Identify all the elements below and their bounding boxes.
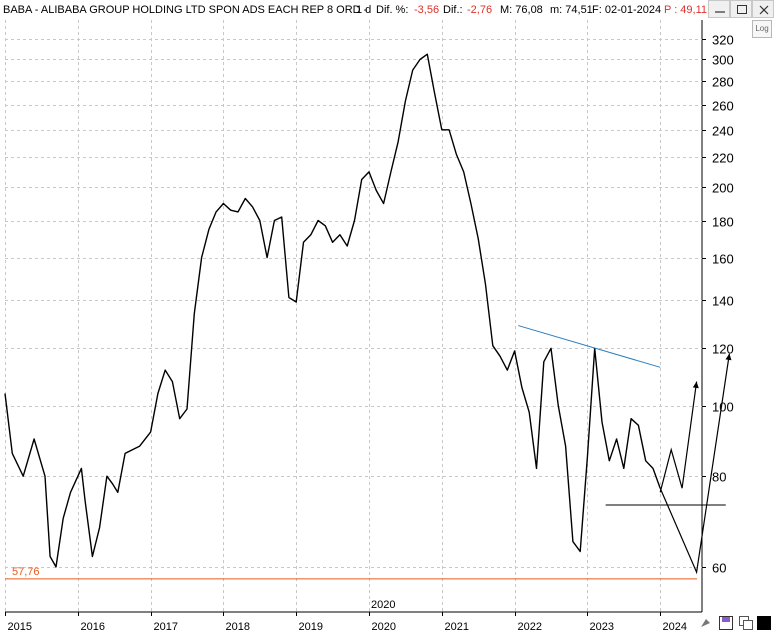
period-label: 1 d	[356, 4, 372, 16]
support-label: 57,76	[12, 566, 40, 578]
y-tick-label: 60	[712, 561, 726, 576]
projection-path	[659, 381, 698, 493]
x-tick-label: 2015	[8, 621, 32, 633]
x-tick-label: 2019	[299, 621, 323, 633]
y-tick-label: 260	[712, 99, 734, 114]
x-tick-label: 2018	[226, 621, 250, 633]
dif-value: -2,76	[467, 4, 493, 16]
price-series-line	[4, 53, 661, 568]
save-icon[interactable]	[718, 615, 734, 631]
y-tick-label: 80	[712, 470, 726, 485]
arrow-head	[725, 353, 732, 361]
projection-path	[659, 353, 730, 575]
dif-pct-label: Dif. %:	[376, 4, 409, 16]
y-tick-label: 200	[712, 181, 734, 196]
copy-icon[interactable]	[738, 615, 754, 631]
arrow-head	[692, 381, 699, 389]
x-tick-label: 2024	[663, 621, 687, 633]
maximize-button[interactable]	[730, 0, 752, 18]
x-marker-label: 2020	[371, 599, 395, 611]
y-tick-label: 240	[712, 124, 734, 139]
y-tick-label: 100	[712, 400, 734, 415]
log-scale-button[interactable]: Log	[752, 20, 772, 38]
x-tick-label: 2017	[154, 621, 178, 633]
dif-label: Dif.:	[443, 4, 463, 16]
x-tick-label: 2021	[445, 621, 469, 633]
y-tick-label: 220	[712, 151, 734, 166]
y-tick-label: 120	[712, 342, 734, 357]
y-tick-label: 180	[712, 215, 734, 230]
pin-icon[interactable]	[698, 615, 714, 631]
date-label: F: 02-01-2024	[592, 4, 662, 16]
y-tick-label: 280	[712, 75, 734, 90]
x-tick-label: 2020	[372, 621, 396, 633]
max-label: M: 76,08	[500, 4, 543, 16]
trendline	[518, 325, 661, 368]
dif-pct-value: -3,56	[414, 4, 440, 16]
symbol-title: BABA - ALIBABA GROUP HOLDING LTD SPON AD…	[3, 4, 368, 16]
x-tick-label: 2023	[590, 621, 614, 633]
x-tick-label: 2016	[81, 621, 105, 633]
min-label: m: 74,51	[550, 4, 593, 16]
y-tick-label: 300	[712, 53, 734, 68]
x-tick-label: 2022	[518, 621, 542, 633]
color-swatch-icon[interactable]	[756, 615, 772, 631]
y-tick-label: 140	[712, 294, 734, 309]
price-label: P : 49,11	[664, 4, 708, 16]
chart-header: BABA - ALIBABA GROUP HOLDING LTD SPON AD…	[0, 0, 774, 20]
minimize-button[interactable]	[708, 0, 730, 18]
y-tick-label: 160	[712, 252, 734, 267]
y-tick-label: 320	[712, 33, 734, 48]
